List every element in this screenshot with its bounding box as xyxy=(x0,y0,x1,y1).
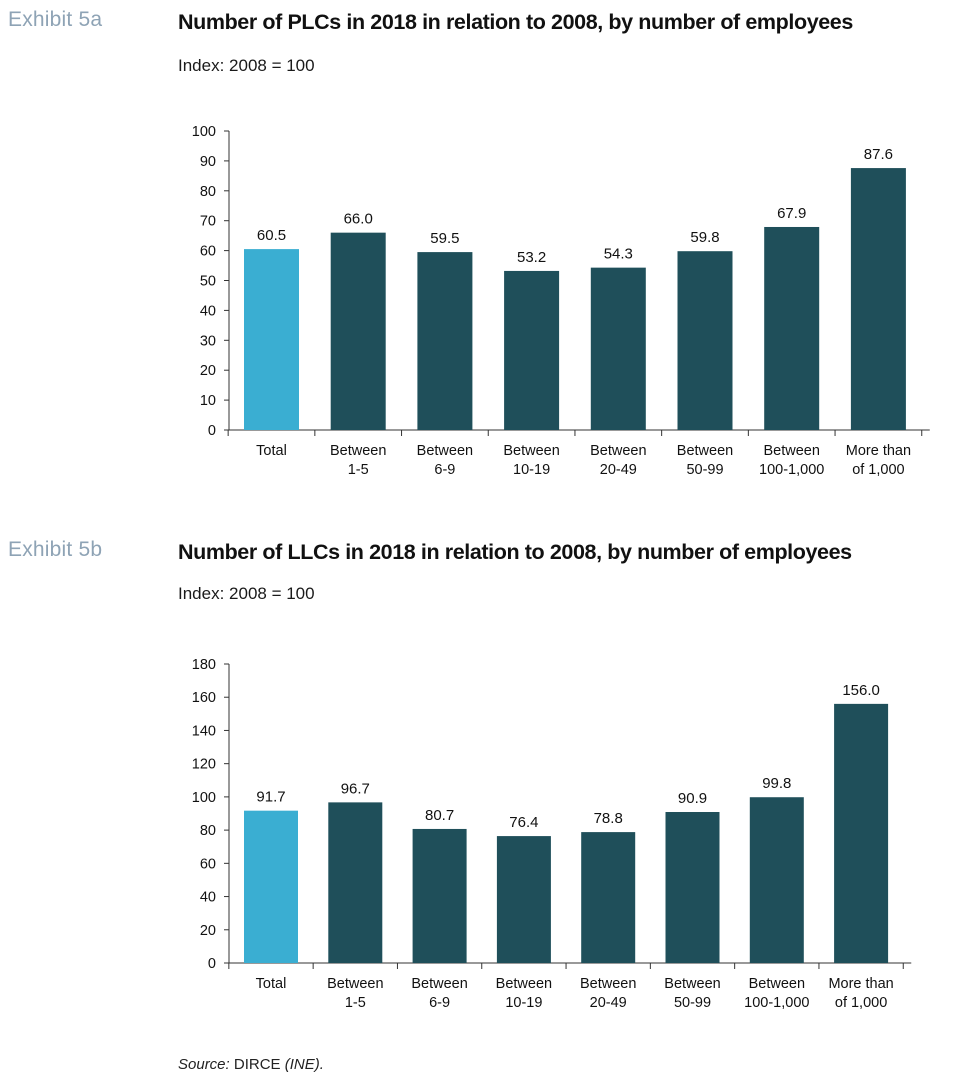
y-tick-label: 140 xyxy=(192,723,216,739)
data-label: 53.2 xyxy=(517,249,546,266)
chart-title: Number of LLCs in 2018 in relation to 20… xyxy=(178,540,852,564)
x-tick-label: 1-5 xyxy=(348,462,369,478)
data-label: 60.5 xyxy=(257,227,286,244)
x-tick-label: Between xyxy=(411,976,467,992)
x-tick-label: More than xyxy=(846,443,911,459)
bar xyxy=(764,226,820,430)
y-tick-label: 20 xyxy=(200,363,216,379)
y-tick-label: 120 xyxy=(192,757,216,773)
x-tick-label: 50-99 xyxy=(674,995,711,1011)
exhibit-label: Exhibit 5b xyxy=(8,538,103,561)
source-suffix: (INE). xyxy=(284,1056,324,1073)
exhibit-label: Exhibit 5a xyxy=(8,8,103,31)
x-tick-label: Between xyxy=(503,443,559,459)
x-tick-label: Between xyxy=(763,443,819,459)
y-tick-label: 10 xyxy=(200,393,216,409)
y-tick-label: 60 xyxy=(200,856,216,872)
y-tick-label: 40 xyxy=(200,303,216,319)
bar xyxy=(244,810,298,963)
source-note: Source: DIRCE (INE). xyxy=(178,1056,324,1073)
y-tick-label: 160 xyxy=(192,690,216,706)
bar xyxy=(328,802,383,963)
data-label: 90.9 xyxy=(678,790,707,807)
data-label: 59.5 xyxy=(430,230,459,247)
x-tick-label: 50-99 xyxy=(686,462,723,478)
chart-subtitle: Index: 2008 = 100 xyxy=(178,56,315,75)
x-tick-label: 100-1,000 xyxy=(744,995,809,1011)
x-tick-label: Between xyxy=(327,976,383,992)
bar-chart-plcs: 0 10 20 30 40 50 60 70 80 90 100 60.5 Total 66.0 Betwe… xyxy=(192,124,930,478)
x-tick-label: Total xyxy=(256,976,287,992)
data-label: 67.9 xyxy=(777,205,806,222)
x-tick-label: Between xyxy=(580,976,636,992)
y-tick-label: 180 xyxy=(192,657,216,673)
x-tick-label: Between xyxy=(749,976,805,992)
bar xyxy=(504,270,560,430)
x-tick-label: Between xyxy=(330,443,386,459)
data-label: 87.6 xyxy=(864,146,893,163)
chart-subtitle: Index: 2008 = 100 xyxy=(178,584,315,603)
bar xyxy=(665,812,720,963)
bar xyxy=(749,797,804,963)
x-tick-label: Between xyxy=(417,443,473,459)
y-tick-label: 40 xyxy=(200,890,216,906)
data-label: 78.8 xyxy=(594,810,623,827)
bar xyxy=(834,703,889,963)
data-label: 156.0 xyxy=(842,682,880,699)
data-label: 99.8 xyxy=(762,775,791,792)
x-tick-label: 6-9 xyxy=(434,462,455,478)
y-tick-label: 60 xyxy=(200,244,216,260)
bar xyxy=(244,249,299,430)
bar xyxy=(581,832,636,963)
y-tick-label: 30 xyxy=(200,333,216,349)
data-label: 76.4 xyxy=(509,814,538,831)
x-tick-label: More than xyxy=(828,976,893,992)
x-tick-label: 100-1,000 xyxy=(759,462,824,478)
bar xyxy=(590,267,646,430)
data-label: 80.7 xyxy=(425,807,454,824)
data-label: 54.3 xyxy=(604,246,633,263)
bar xyxy=(850,168,906,431)
x-tick-label: Between xyxy=(677,443,733,459)
data-label: 66.0 xyxy=(344,211,373,228)
y-tick-label: 90 xyxy=(200,154,216,170)
x-tick-label: 1-5 xyxy=(345,995,366,1011)
x-tick-label: Between xyxy=(590,443,646,459)
y-tick-label: 80 xyxy=(200,823,216,839)
y-tick-label: 20 xyxy=(200,923,216,939)
x-tick-label: of 1,000 xyxy=(835,995,887,1011)
bar xyxy=(496,836,551,963)
data-label: 96.7 xyxy=(341,780,370,797)
chart-title: Number of PLCs in 2018 in relation to 20… xyxy=(178,10,853,34)
x-tick-label: 10-19 xyxy=(513,462,550,478)
bar xyxy=(677,251,733,430)
source-text: DIRCE xyxy=(229,1056,285,1073)
x-tick-label: 20-49 xyxy=(600,462,637,478)
y-tick-label: 100 xyxy=(192,124,216,140)
y-tick-label: 0 xyxy=(208,956,216,972)
x-tick-label: 20-49 xyxy=(590,995,627,1011)
data-label: 59.8 xyxy=(690,229,719,246)
data-label: 91.7 xyxy=(256,789,285,806)
y-tick-label: 100 xyxy=(192,790,216,806)
y-tick-label: 70 xyxy=(200,214,216,230)
y-tick-label: 0 xyxy=(208,423,216,439)
x-tick-label: Between xyxy=(664,976,720,992)
source-prefix: Source: xyxy=(178,1056,230,1073)
x-tick-label: 10-19 xyxy=(505,995,542,1011)
bar-chart-llcs: 0 20 40 60 80 100 120 140 160 180 91.7 Total 96.7 Bet… xyxy=(192,657,912,1011)
x-tick-label: Between xyxy=(496,976,552,992)
y-tick-label: 80 xyxy=(200,184,216,200)
bar xyxy=(412,828,467,963)
bar xyxy=(417,252,473,430)
y-tick-label: 50 xyxy=(200,274,216,290)
bar xyxy=(330,232,386,430)
x-tick-label: 6-9 xyxy=(429,995,450,1011)
x-tick-label: of 1,000 xyxy=(852,462,904,478)
x-tick-label: Total xyxy=(256,443,287,459)
